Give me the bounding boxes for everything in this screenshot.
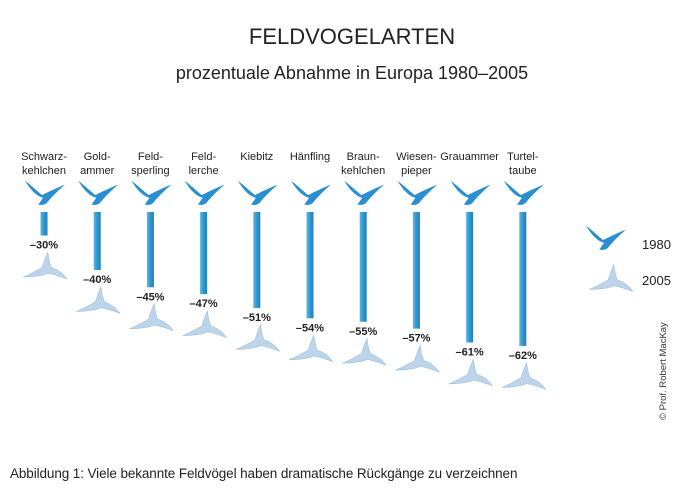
bar <box>200 212 208 295</box>
value-label: –47% <box>190 298 218 310</box>
category-label: Turtel- <box>507 151 539 163</box>
chart-marks: Schwarz-kehlchen –30% Gold-ammer –40% Feld-s… <box>21 151 547 390</box>
value-label: –62% <box>509 350 537 362</box>
bird-1980-icon <box>291 180 331 205</box>
bird-2005-icon <box>75 286 121 314</box>
value-label: –57% <box>402 333 430 345</box>
bar <box>253 212 261 308</box>
bird-2005-icon <box>448 358 493 387</box>
value-label: –55% <box>349 326 377 338</box>
category-label: Grauammer <box>440 151 499 163</box>
bar <box>146 212 154 288</box>
figure-caption: Abbildung 1: Viele bekannte Feldvögel ha… <box>10 466 518 481</box>
legend-bird-1980-icon <box>586 225 626 250</box>
bird-1980-icon <box>344 180 385 205</box>
bar <box>466 212 474 343</box>
value-label: –45% <box>136 291 164 303</box>
bar <box>359 212 367 322</box>
bird-2005-icon <box>182 310 227 339</box>
bird-1980-icon <box>184 180 225 205</box>
bird-1980-icon <box>78 180 119 205</box>
bird-2005-icon <box>395 344 440 373</box>
legend-bird-2005-icon <box>588 264 634 292</box>
category-label: Schwarz- <box>21 151 67 163</box>
value-label: –30% <box>30 240 58 252</box>
category-label: ammer <box>80 165 115 177</box>
bird-1980-icon <box>503 180 544 205</box>
bar <box>93 212 101 270</box>
bird-1980-icon <box>131 180 172 205</box>
category-label: kehlchen <box>22 165 66 177</box>
bird-1980-icon <box>450 180 491 205</box>
category-label: Braun- <box>347 151 380 163</box>
bird-2005-icon <box>501 362 547 390</box>
category-label: Hänfling <box>290 151 330 163</box>
category-label: Kiebitz <box>240 151 273 163</box>
bird-2005-icon <box>22 251 68 280</box>
value-label: –51% <box>243 312 271 324</box>
bird-2005-icon <box>129 303 174 332</box>
bird-1980-icon <box>25 180 65 205</box>
credit-text: © Prof. Robert MacKay <box>658 322 669 420</box>
category-label: Gold- <box>84 151 111 163</box>
bird-2005-icon <box>288 334 334 363</box>
bird-1980-icon <box>397 180 438 205</box>
chart-title: FELDVOGELARTEN <box>249 24 455 49</box>
bird-1980-icon <box>237 180 278 205</box>
category-label: taube <box>509 165 537 177</box>
chart-subtitle: prozentuale Abnahme in Europa 1980–2005 <box>176 63 528 83</box>
bar <box>412 212 420 329</box>
bird-2005-icon <box>341 338 387 366</box>
bar <box>306 212 314 319</box>
category-label: Feld- <box>138 151 163 163</box>
category-label: Feld- <box>191 151 216 163</box>
value-label: –40% <box>83 274 111 286</box>
bar <box>40 212 48 236</box>
legend-label-1980: 1980 <box>642 237 671 252</box>
category-label: lerche <box>189 165 219 177</box>
category-label: pieper <box>401 165 432 177</box>
value-label: –61% <box>456 346 484 358</box>
category-label: Wiesen- <box>396 151 437 163</box>
category-label: sperling <box>131 165 170 177</box>
bar <box>519 212 527 346</box>
legend-label-2005: 2005 <box>642 273 671 288</box>
value-label: –54% <box>296 322 324 334</box>
category-label: kehlchen <box>341 165 385 177</box>
bird-2005-icon <box>235 324 281 352</box>
legend: 1980 2005 <box>586 225 671 292</box>
